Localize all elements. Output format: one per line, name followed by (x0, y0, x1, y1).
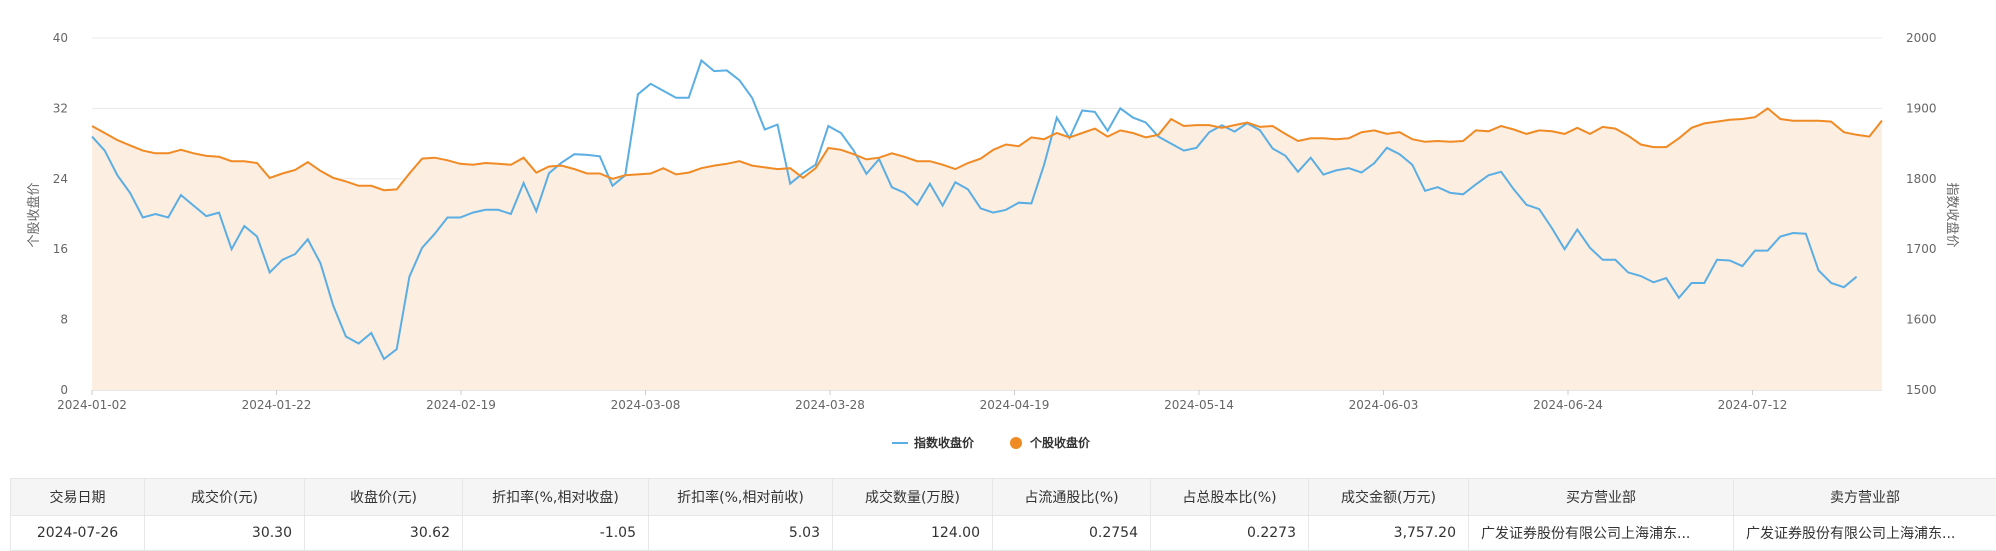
x-tick-label: 2024-01-02 (57, 398, 127, 412)
legend-item-stock[interactable]: 个股收盘价 (1010, 435, 1091, 450)
x-tick-label: 2024-07-12 (1718, 398, 1788, 412)
table-row: 2024-07-26 30.30 30.62 -1.05 5.03 124.00… (11, 516, 1996, 551)
price-chart: 0 8 16 24 32 40 1500 1600 1700 1800 1900 2000 2024… (0, 0, 1996, 474)
left-tick-label: 40 (53, 31, 68, 45)
left-tick-label: 24 (53, 172, 68, 186)
left-tick-label: 32 (53, 101, 68, 115)
cell-buyer[interactable]: 广发证券股份有限公司上海浦东... (1469, 516, 1734, 551)
x-tick-label: 2024-04-19 (980, 398, 1050, 412)
left-tick-label: 8 (60, 313, 68, 327)
x-tick-label: 2024-03-28 (795, 398, 865, 412)
legend: 指数收盘价 个股收盘价 (892, 435, 1091, 450)
header-float-ratio[interactable]: 占流通股比(%) (993, 479, 1151, 516)
right-tick-label: 2000 (1906, 31, 1937, 45)
x-axis-ticks: 2024-01-02 2024-01-22 2024-02-19 2024-03-08… (57, 390, 1787, 412)
header-deal-price[interactable]: 成交价(元) (145, 479, 305, 516)
header-trade-date[interactable]: 交易日期 (11, 479, 145, 516)
x-tick-label: 2024-06-24 (1533, 398, 1603, 412)
right-tick-label: 1700 (1906, 242, 1937, 256)
x-tick-label: 2024-06-03 (1349, 398, 1419, 412)
cell-total-ratio: 0.2273 (1151, 516, 1309, 551)
x-tick-label: 2024-02-19 (426, 398, 496, 412)
header-volume[interactable]: 成交数量(万股) (833, 479, 993, 516)
cell-seller[interactable]: 广发证券股份有限公司上海浦东... (1734, 516, 1996, 551)
left-tick-label: 0 (60, 383, 68, 397)
cell-float-ratio: 0.2754 (993, 516, 1151, 551)
cell-volume: 124.00 (833, 516, 993, 551)
header-discount-prev[interactable]: 折扣率(%,相对前收) (649, 479, 833, 516)
legend-item-index[interactable]: 指数收盘价 (892, 435, 975, 450)
cell-discount-prev: 5.03 (649, 516, 833, 551)
cell-amount: 3,757.20 (1309, 516, 1469, 551)
legend-index-label: 指数收盘价 (914, 435, 975, 450)
header-close-price[interactable]: 收盘价(元) (305, 479, 463, 516)
right-axis-ticks: 1500 1600 1700 1800 1900 2000 (1906, 31, 1937, 397)
cell-close-price: 30.62 (305, 516, 463, 551)
left-tick-label: 16 (53, 242, 68, 256)
header-total-ratio[interactable]: 占总股本比(%) (1151, 479, 1309, 516)
right-tick-label: 1800 (1906, 172, 1937, 186)
left-axis-title: 个股收盘价 (26, 182, 42, 247)
x-tick-label: 2024-03-08 (611, 398, 681, 412)
right-axis-title: 指数收盘价 (1944, 182, 1960, 247)
block-trade-table: 交易日期 成交价(元) 收盘价(元) 折扣率(%,相对收盘) 折扣率(%,相对前… (10, 478, 1996, 551)
left-axis-ticks: 0 8 16 24 32 40 (53, 31, 68, 397)
legend-stock-label: 个股收盘价 (1029, 435, 1091, 450)
cell-discount-close: -1.05 (463, 516, 649, 551)
x-tick-label: 2024-01-22 (242, 398, 312, 412)
cell-deal-price: 30.30 (145, 516, 305, 551)
cell-trade-date: 2024-07-26 (11, 516, 145, 551)
right-tick-label: 1500 (1906, 383, 1937, 397)
stock-area-fill (92, 108, 1882, 390)
header-buyer[interactable]: 买方营业部 (1469, 479, 1734, 516)
header-seller[interactable]: 卖方营业部 (1734, 479, 1996, 516)
x-tick-label: 2024-05-14 (1164, 398, 1234, 412)
table-header-row: 交易日期 成交价(元) 收盘价(元) 折扣率(%,相对收盘) 折扣率(%,相对前… (11, 479, 1996, 516)
header-amount[interactable]: 成交金额(万元) (1309, 479, 1469, 516)
right-tick-label: 1600 (1906, 313, 1937, 327)
header-discount-close[interactable]: 折扣率(%,相对收盘) (463, 479, 649, 516)
right-tick-label: 1900 (1906, 101, 1937, 115)
legend-stock-dot-icon (1010, 437, 1022, 449)
